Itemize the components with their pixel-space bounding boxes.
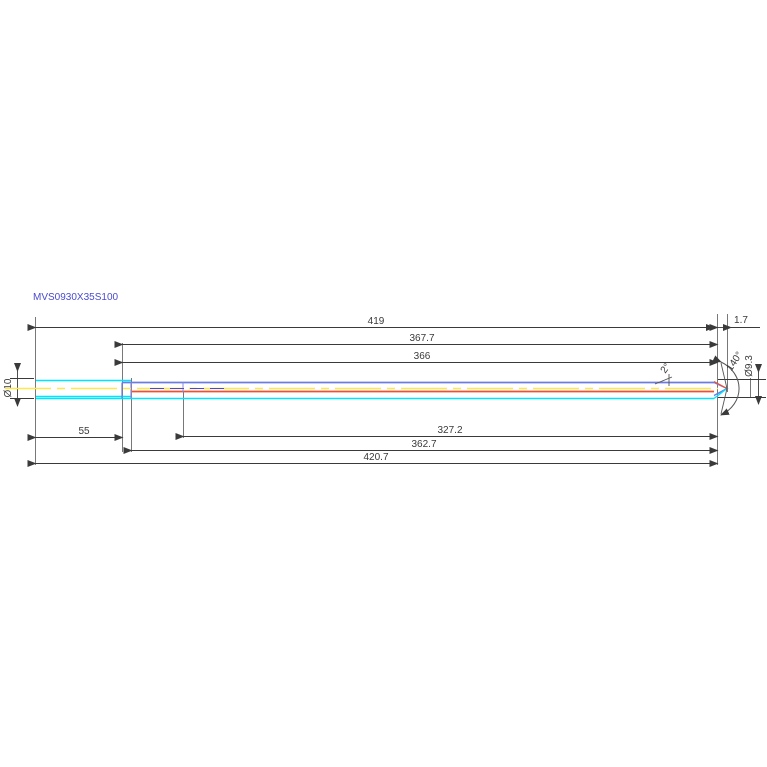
shank-outline	[36, 379, 131, 398]
dim-label-362-7: 362.7	[411, 439, 436, 450]
dimline-366: 366	[114, 351, 719, 366]
flute-body	[36, 381, 714, 400]
dimline-367-7: 367.7	[114, 333, 719, 348]
dim-label-366: 366	[414, 351, 431, 362]
dim-label-1-7: 1.7	[734, 315, 748, 326]
dimline-419: 419	[27, 316, 719, 331]
dimline-327-2: 327.2	[175, 425, 719, 440]
dim-label-shank-diameter: Ø10	[3, 378, 14, 397]
point-angle-arc: 140°	[712, 350, 745, 416]
dimline-420-7: 420.7	[27, 452, 719, 467]
dim-label-327-2: 327.2	[437, 425, 462, 436]
dim-label-55: 55	[78, 426, 90, 437]
dim-label-taper-angle: 2°	[659, 361, 673, 375]
bottom-dimension-group: 327.2 362.7 420.7 55	[27, 425, 719, 467]
dim-label-367-7: 367.7	[409, 333, 434, 344]
dim-label-420-7: 420.7	[363, 452, 388, 463]
dimline-362-7: 362.7	[123, 439, 719, 454]
dimline-55: 55	[27, 426, 124, 441]
extension-lines	[35, 314, 751, 465]
dim-label-419: 419	[368, 316, 385, 327]
dimline-1-7: 1.7	[706, 315, 760, 331]
part-label: MVS0930X35S100	[33, 292, 119, 303]
top-dimension-group: 419 367.7 366 1.7	[27, 315, 760, 366]
tool-body: 140° 2°	[5, 350, 745, 416]
dim-label-cutting-diameter: Ø9.3	[744, 355, 755, 377]
